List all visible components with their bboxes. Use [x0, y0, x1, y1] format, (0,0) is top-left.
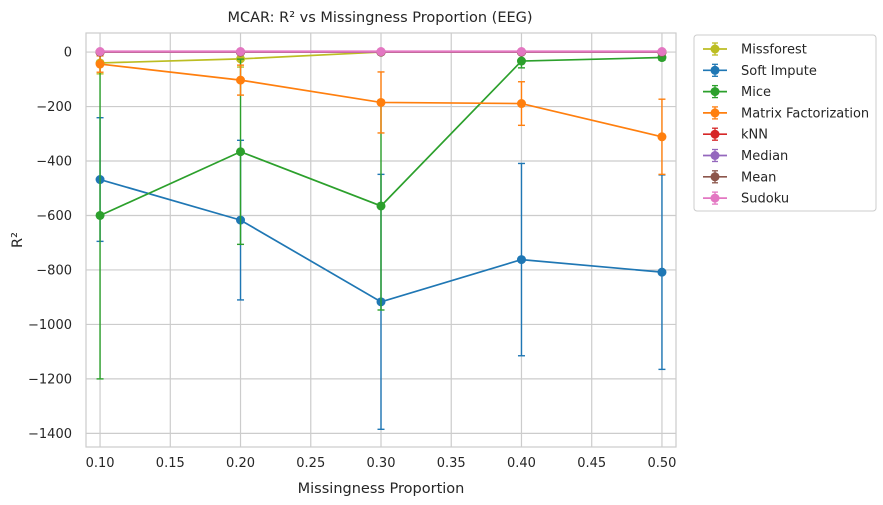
legend-entry: Missforest: [703, 42, 807, 58]
y-axis-label: R²: [10, 232, 26, 248]
data-point: [376, 97, 386, 107]
legend-entry: Mean: [703, 170, 776, 185]
y-tick-label: −400: [36, 155, 72, 170]
data-point: [657, 267, 667, 277]
data-point: [376, 47, 386, 57]
legend-marker: [710, 129, 720, 139]
y-tick-label: −600: [36, 209, 72, 224]
data-point: [236, 47, 246, 57]
plot-frame: [85, 32, 677, 448]
legend-entry: Median: [703, 148, 788, 164]
series-matrix-factorization: [95, 55, 667, 176]
y-tick-label: −800: [36, 263, 72, 278]
data-point: [95, 47, 105, 57]
data-point: [516, 99, 526, 109]
legend-label: Mice: [741, 85, 771, 100]
x-tick-label: 0.25: [296, 456, 325, 471]
y-tick-label: −1400: [28, 427, 72, 442]
legend-marker: [710, 108, 720, 118]
data-point: [376, 201, 386, 211]
x-ticks: 0.10 0.15 0.20 0.25 0.30 0.35 0.40 0.45 0.50: [86, 456, 677, 471]
data-point: [516, 56, 526, 66]
legend-label: Mean: [741, 170, 776, 185]
x-tick-label: 0.15: [156, 456, 185, 471]
legend-label: Matrix Factorization: [741, 106, 869, 121]
legend-frame: [693, 34, 877, 212]
x-tick-label: 0.30: [367, 456, 396, 471]
legend-marker: [710, 44, 720, 54]
legend-label: Soft Impute: [741, 64, 817, 79]
data-point: [657, 132, 667, 142]
chart-title: MCAR: R² vs Missingness Proportion (EEG): [227, 10, 532, 26]
data-point: [516, 255, 526, 265]
legend-entry: Sudoku: [703, 191, 789, 207]
y-tick-label: −200: [36, 100, 72, 115]
legend-label: kNN: [741, 128, 768, 143]
data-point: [95, 210, 105, 220]
legend-label: Sudoku: [741, 192, 789, 207]
legend-label: Median: [741, 149, 788, 164]
x-tick-label: 0.20: [226, 456, 255, 471]
legend-label: Missforest: [741, 43, 807, 58]
legend-entry: Mice: [703, 84, 771, 100]
y-tick-label: 0: [64, 46, 72, 61]
x-tick-label: 0.50: [647, 456, 676, 471]
legend-entry: Matrix Factorization: [703, 106, 869, 121]
x-tick-label: 0.40: [507, 456, 536, 471]
series-sudoku: [95, 47, 667, 57]
legend-entry: kNN: [703, 127, 768, 143]
legend-marker: [710, 172, 720, 182]
legend-entry: Soft Impute: [703, 63, 817, 79]
x-tick-label: 0.35: [437, 456, 466, 471]
y-tick-label: −1000: [28, 318, 72, 333]
legend-marker: [710, 87, 720, 97]
legend: Missforest Soft Impute Mice Matrix Factoriz…: [693, 34, 877, 212]
data-point: [95, 59, 105, 69]
x-axis-label: Missingness Proportion: [298, 481, 465, 497]
legend-marker: [710, 65, 720, 75]
data-point: [236, 75, 246, 85]
y-tick-label: −1200: [28, 372, 72, 387]
x-tick-label: 0.10: [86, 456, 115, 471]
legend-marker: [710, 151, 720, 160]
legend-marker: [710, 193, 720, 203]
data-point: [516, 47, 526, 57]
x-tick-label: 0.45: [577, 456, 606, 471]
data-point: [236, 147, 246, 157]
y-ticks: 0 −200 −400 −600 −800 −1000 −1200 −1400: [28, 46, 72, 442]
series-layer: [95, 47, 667, 430]
data-point: [657, 47, 667, 57]
